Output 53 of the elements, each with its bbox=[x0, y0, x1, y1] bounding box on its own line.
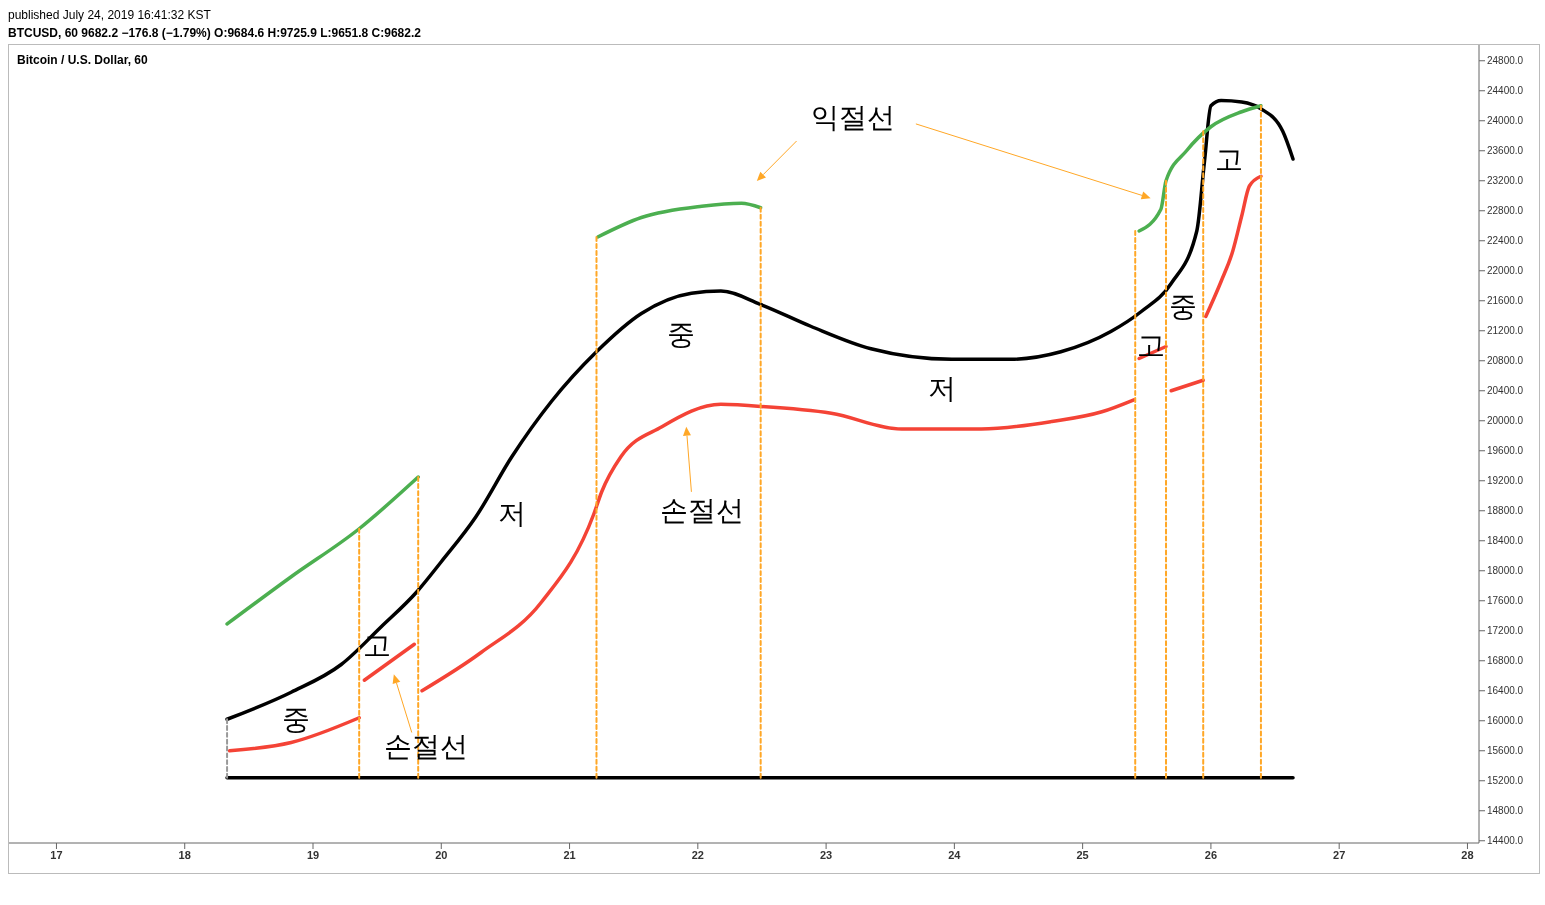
y-tick-label: 17200.0 bbox=[1487, 625, 1524, 637]
y-tick-label: 20400.0 bbox=[1487, 385, 1524, 397]
x-tick-label: 24 bbox=[948, 848, 962, 861]
y-tick-label: 16800.0 bbox=[1487, 655, 1524, 667]
chart-subtitle: BTCUSD, 60 9682.2 −176.8 (−1.79%) O:9684.6 H:9725.9 L:9651.8 C:9682.2 bbox=[8, 26, 422, 42]
x-tick-label: 27 bbox=[1333, 848, 1346, 861]
y-tick-label: 16400.0 bbox=[1487, 685, 1524, 697]
text: Bitcoin / U.S. Dollar, 60 bbox=[17, 53, 148, 67]
y-tick-label: 18000.0 bbox=[1487, 565, 1524, 577]
x-tick-label: 23 bbox=[819, 848, 833, 861]
y-tick-label: 21200.0 bbox=[1487, 325, 1524, 337]
annotation: 중 bbox=[282, 702, 311, 736]
y-tick-label: 17600.0 bbox=[1487, 595, 1524, 607]
text: published July 24, 2019 16:41:32 KST bbox=[8, 8, 211, 22]
annotation: 저 bbox=[927, 371, 956, 405]
x-tick-label: 28 bbox=[1461, 848, 1474, 861]
annotation: 고 bbox=[1136, 328, 1165, 362]
y-tick-label: 22800.0 bbox=[1487, 205, 1524, 217]
annotation: 중 bbox=[1168, 290, 1197, 324]
y-tick-label: 15600.0 bbox=[1487, 745, 1524, 757]
annotation: 고 bbox=[1214, 143, 1243, 177]
annotation: 고 bbox=[363, 629, 392, 663]
y-tick-label: 20000.0 bbox=[1487, 415, 1524, 427]
annotation: 익절선 bbox=[811, 100, 896, 134]
y-tick-label: 20800.0 bbox=[1487, 355, 1524, 367]
y-tick-label: 24400.0 bbox=[1487, 85, 1524, 97]
y-tick-label: 18800.0 bbox=[1487, 505, 1524, 517]
y-tick-label: 16000.0 bbox=[1487, 715, 1524, 727]
annotation: 손절선 bbox=[659, 493, 744, 527]
x-tick-label: 18 bbox=[178, 848, 191, 861]
y-tick-label: 23600.0 bbox=[1487, 145, 1524, 157]
y-tick-label: 18400.0 bbox=[1487, 535, 1524, 547]
y-tick-label: 21600.0 bbox=[1487, 295, 1524, 307]
x-tick-label: 21 bbox=[563, 848, 576, 861]
y-tick-label: 22400.0 bbox=[1487, 235, 1524, 247]
y-tick-label: 14800.0 bbox=[1487, 805, 1524, 817]
x-tick-label: 19 bbox=[306, 848, 320, 861]
y-tick-label: 22000.0 bbox=[1487, 265, 1524, 277]
x-tick-label: 17 bbox=[50, 848, 63, 861]
y-tick-label: 24800.0 bbox=[1487, 55, 1524, 67]
annotation: 저 bbox=[497, 496, 526, 530]
y-tick-label: 19600.0 bbox=[1487, 445, 1524, 457]
y-tick-label: 15200.0 bbox=[1487, 775, 1524, 787]
x-tick-label: 25 bbox=[1076, 848, 1089, 861]
annotation: 손절선 bbox=[383, 729, 468, 763]
x-tick-label: 22 bbox=[691, 848, 704, 861]
annotation: 중 bbox=[667, 318, 696, 352]
y-tick-label: 19200.0 bbox=[1487, 475, 1524, 487]
y-tick-label: 24000.0 bbox=[1487, 115, 1524, 127]
y-tick-label: 14400.0 bbox=[1487, 835, 1524, 847]
x-tick-label: 20 bbox=[435, 848, 448, 861]
y-tick-label: 23200.0 bbox=[1487, 175, 1524, 187]
x-tick-label: 26 bbox=[1204, 848, 1218, 861]
